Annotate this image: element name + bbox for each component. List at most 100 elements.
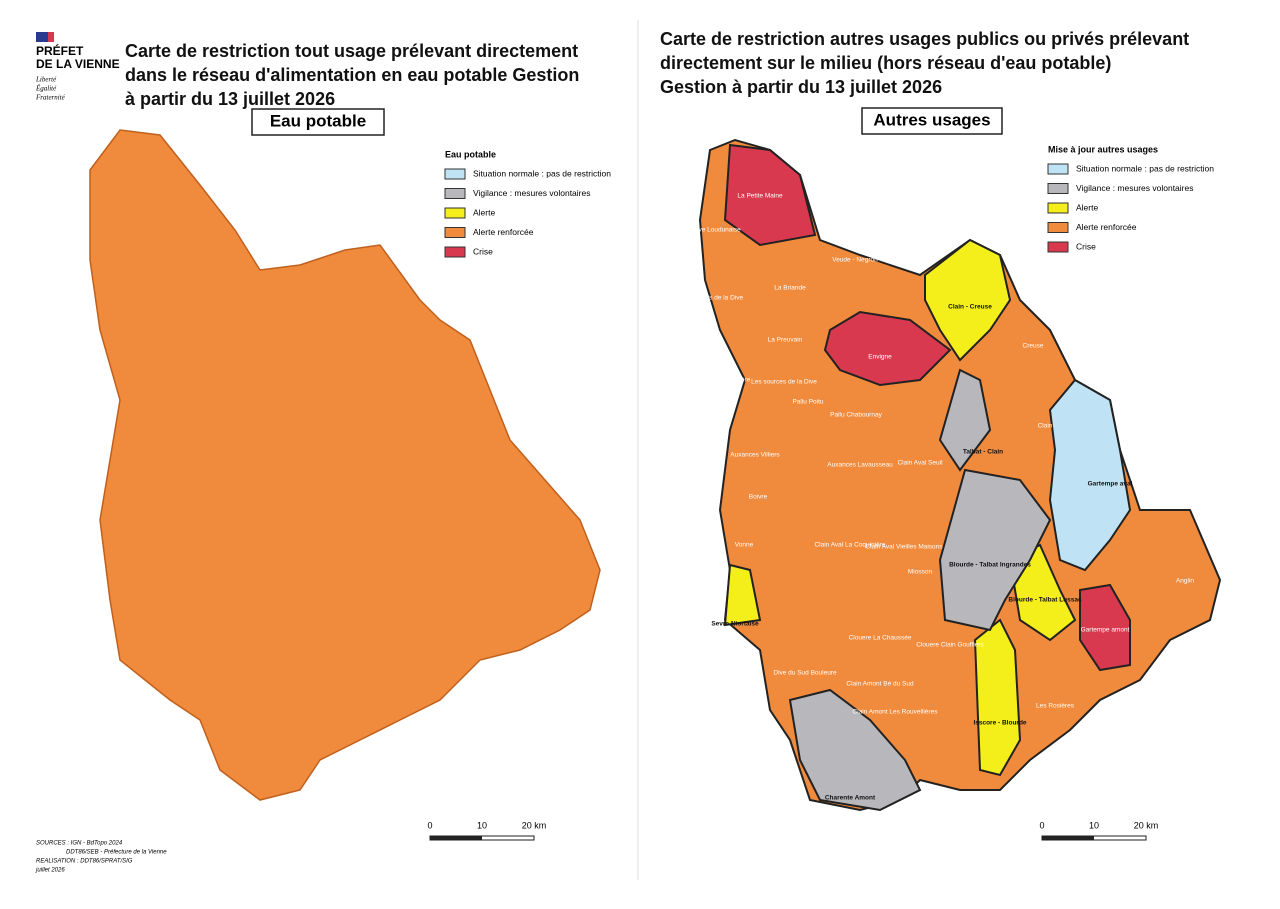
- zone-label: Anglin: [1176, 578, 1194, 585]
- motto: Égalité: [35, 85, 57, 93]
- zone-label: Marais de la Dive: [693, 295, 744, 302]
- legend-label: Vigilance : mesures volontaires: [1076, 183, 1194, 193]
- map-title: Carte de restriction tout usage prélevan…: [125, 41, 578, 61]
- zone-normale: [1048, 378, 1132, 572]
- legend-label: Vigilance : mesures volontaires: [473, 188, 591, 198]
- zone-label: Gartempe amont: [1081, 627, 1130, 634]
- zone-label: Clain: [1038, 423, 1053, 430]
- zone-label: La Briande: [774, 285, 806, 292]
- zone-label: Clain Amont Bé du Sud: [846, 681, 914, 688]
- scale-bar-fill: [1042, 836, 1094, 840]
- scale-label: 20 km: [1134, 820, 1159, 830]
- zone-vigilance: [938, 368, 992, 472]
- zone-label: Boivre: [749, 494, 768, 501]
- zone-label: Creuse: [1023, 343, 1044, 350]
- zone-label: Clain Aval La Coquinière: [814, 542, 885, 549]
- map-title: directement sur le milieu (hors réseau d…: [660, 53, 1111, 73]
- zone-crise: [1079, 583, 1131, 672]
- zone-label: Veude - Negron: [832, 257, 878, 264]
- zone-label: Clain Aval Vieilles Maisons: [865, 544, 943, 551]
- legend-swatch: [1047, 163, 1069, 175]
- logo-text: PRÉFET: [36, 43, 84, 58]
- zone-label: Le Grimaudière: [706, 377, 751, 384]
- zone-label: Auxances Lavausseau: [827, 462, 893, 469]
- zone-label: Clain - Creuse: [948, 304, 992, 311]
- zone-label: Charente Amont: [825, 795, 876, 802]
- zone-label: Clain Amont Les Rouvellières: [853, 709, 939, 716]
- zone-label: Clain Aval Seuil: [897, 460, 943, 467]
- zone-vigilance: [788, 688, 922, 812]
- zone-label: Sevre Niortaise: [711, 621, 759, 628]
- sources: SOURCES : IGN - BdTopo 2024: [36, 841, 123, 847]
- zone-label: Blourde - Talbat Ingrandes: [949, 562, 1031, 569]
- map-eau-potable: [89, 129, 601, 801]
- legend-swatch: [1047, 222, 1069, 233]
- zone-label: Envigne: [868, 354, 892, 361]
- zone-alerte: [924, 238, 1012, 362]
- zone-label: Isscore - Blourde: [973, 720, 1026, 727]
- title-box-label: Autres usages: [873, 110, 990, 129]
- legend-label: Situation normale : pas de restriction: [1076, 163, 1214, 173]
- legend-swatch: [1047, 241, 1069, 253]
- zone-label: La Preuvain: [768, 337, 803, 344]
- zone-label: Clouere Clain Gouffiers: [916, 642, 984, 649]
- legend-label: Alerte renforcée: [473, 227, 534, 237]
- scale-bar-fill: [430, 836, 482, 840]
- legend-label: Alerte: [473, 207, 495, 217]
- zone-alerte: [973, 618, 1022, 777]
- legend-swatch: [444, 168, 466, 180]
- logo-flag: [36, 32, 54, 42]
- map-autres-usages: [698, 138, 1222, 812]
- zone-label: Clouere La Chaussée: [849, 635, 912, 642]
- sources: REALISATION : DDT86/SPRAT/SIG: [36, 859, 133, 865]
- zone-crise: [723, 143, 817, 247]
- sources: juillet 2026: [35, 868, 65, 874]
- motto: Fraternité: [35, 94, 66, 102]
- scale-label: 0: [1039, 820, 1044, 830]
- legend-label: Situation normale : pas de restriction: [473, 168, 611, 178]
- map-title: Carte de restriction autres usages publi…: [660, 29, 1189, 49]
- legend-swatch: [444, 188, 466, 199]
- legend-title: Eau potable: [445, 149, 496, 159]
- legend-label: Crise: [1076, 241, 1096, 251]
- title-box-label: Eau potable: [270, 111, 366, 130]
- zone-label: Auxances Villiers: [730, 452, 780, 459]
- legend-swatch: [1047, 183, 1069, 194]
- scale-label: 0: [427, 820, 432, 830]
- legend-label: Alerte renforcée: [1076, 222, 1137, 232]
- legend-swatch: [444, 207, 466, 219]
- legend-label: Alerte: [1076, 202, 1098, 212]
- map-title: à partir du 13 juillet 2026: [125, 89, 335, 109]
- logo-text: DE LA VIENNE: [36, 57, 120, 71]
- zone-label: La Petite Maine: [737, 193, 783, 200]
- zone-alerte: [1008, 543, 1077, 642]
- zone-label: Les sources de la Dive: [751, 379, 817, 386]
- zone-crise: [823, 310, 952, 387]
- scale-label: 20 km: [522, 820, 547, 830]
- sources: DDT86/SEB - Préfecture de la Vienne: [66, 850, 167, 856]
- zone-label: Les Rosières: [1036, 703, 1075, 710]
- zone-label: Vonne: [735, 542, 754, 549]
- zone-label: Dive du Sud Bouleure: [773, 670, 837, 677]
- zone-alerte: [723, 563, 762, 627]
- legend-label: Crise: [473, 246, 493, 256]
- legend-swatch: [444, 227, 466, 238]
- logo-flag-red: [48, 32, 54, 42]
- zone-label: Pallu Chabournay: [830, 412, 882, 419]
- zone-label: Gartempe aval: [1088, 481, 1133, 488]
- title-box: [861, 107, 1003, 135]
- map-title: dans le réseau d'alimentation en eau pot…: [125, 65, 579, 85]
- zone-label: La Dive Loudunaise: [683, 227, 741, 234]
- legend-swatch: [1047, 202, 1069, 214]
- zone-vigilance: [938, 468, 1052, 632]
- legend-swatch: [444, 246, 466, 258]
- motto: Liberté: [35, 76, 57, 84]
- zone-label: Miosson: [908, 569, 933, 576]
- zone-label: Blourde - Talbat Lussac: [1008, 597, 1082, 604]
- title-box: [251, 108, 385, 136]
- scale-label: 10: [1089, 820, 1099, 830]
- scale-label: 10: [477, 820, 487, 830]
- map-title: Gestion à partir du 13 juillet 2026: [660, 77, 942, 97]
- zone-label: Talbat - Clain: [963, 449, 1003, 456]
